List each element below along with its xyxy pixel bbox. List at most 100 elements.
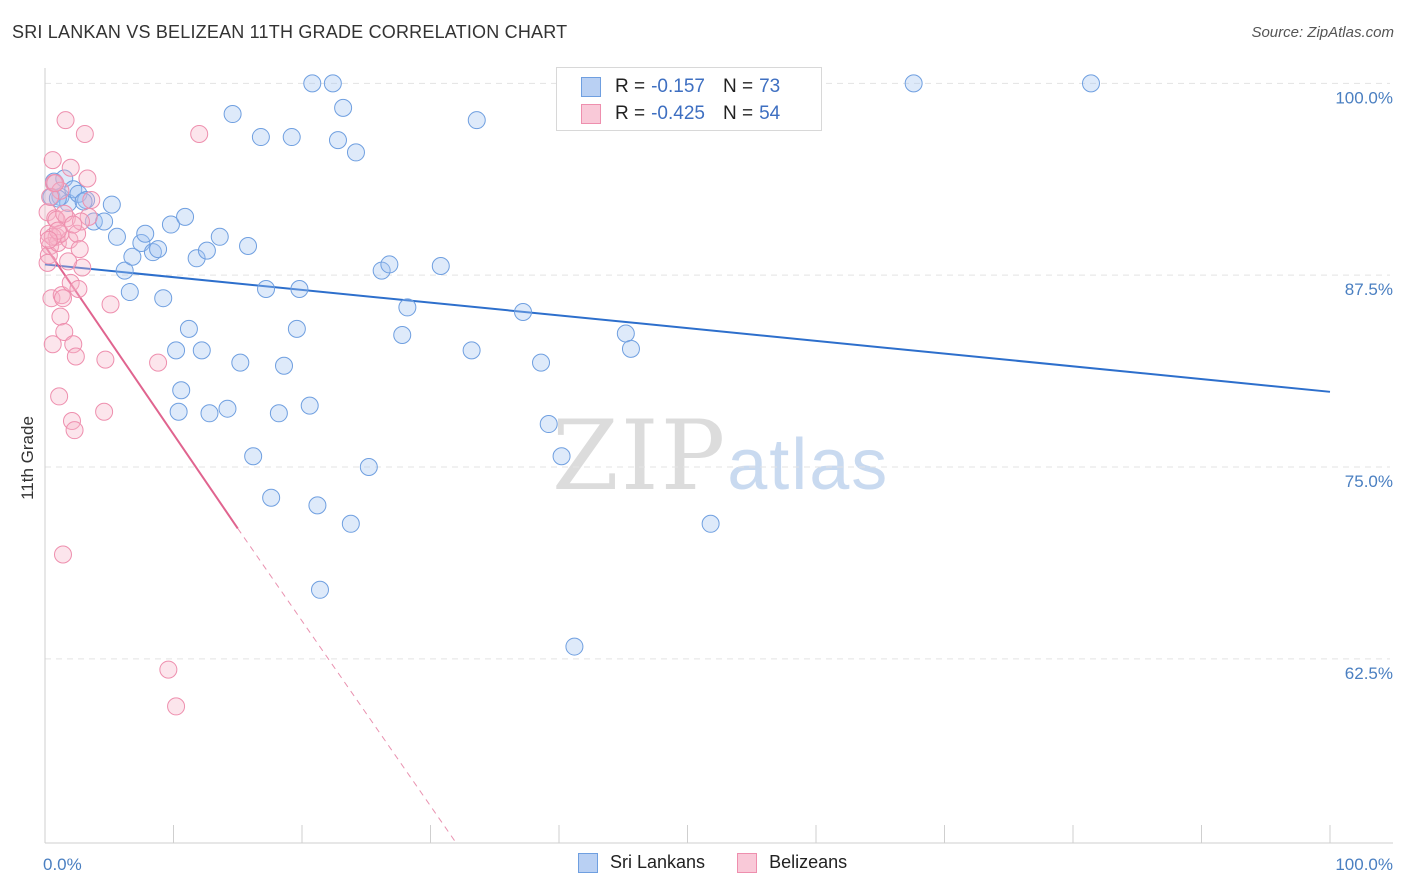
point-sri-lankan	[223, 105, 242, 124]
point-sri-lankan	[287, 319, 306, 338]
point-belizean	[39, 246, 58, 265]
point-sri-lankan	[200, 404, 219, 423]
series-legend: Sri Lankans Belizeans	[578, 852, 879, 873]
point-sri-lankan	[218, 399, 237, 418]
point-belizean	[64, 215, 83, 234]
point-sri-lankan	[262, 488, 281, 507]
point-sri-lankan	[398, 298, 417, 317]
point-belizean	[82, 190, 101, 209]
legend-n-label: N =	[722, 103, 754, 124]
point-belizean	[43, 335, 62, 354]
series-label: Sri Lankans	[610, 852, 706, 872]
point-sri-lankan	[102, 195, 121, 214]
point-belizean	[70, 240, 89, 259]
point-sri-lankan	[210, 227, 229, 246]
point-sri-lankan	[621, 339, 640, 358]
point-sri-lankan	[431, 256, 450, 275]
data-points	[38, 74, 1100, 716]
point-belizean	[69, 279, 88, 298]
point-sri-lankan	[904, 74, 923, 93]
point-sri-lankan	[380, 255, 399, 274]
point-belizean	[75, 124, 94, 143]
point-sri-lankan	[552, 447, 571, 466]
point-belizean	[39, 230, 58, 249]
trend-line-sri-lankans	[44, 263, 1331, 393]
point-sri-lankan	[393, 326, 412, 345]
x-tick-label-max: 100.0%	[1335, 855, 1393, 874]
series-legend-sri-lankans[interactable]: Sri Lankans	[578, 852, 705, 873]
point-belizean	[65, 421, 84, 440]
series-legend-belizeans[interactable]: Belizeans	[737, 852, 847, 873]
point-belizean	[56, 111, 75, 130]
legend-row-belizeans: R = -0.425 N = 54	[581, 101, 780, 127]
point-belizean	[55, 322, 74, 341]
point-sri-lankan	[334, 98, 353, 117]
point-sri-lankan	[300, 396, 319, 415]
y-tick-label: 62.5%	[1345, 664, 1393, 683]
point-sri-lankan	[95, 212, 114, 231]
legend-n-value: 54	[759, 103, 781, 124]
point-belizean	[50, 387, 69, 406]
point-sri-lankan	[239, 237, 258, 256]
point-sri-lankan	[231, 353, 250, 372]
point-belizean	[159, 660, 178, 679]
stats-legend: R = -0.157 N = 73 R = -0.425 N = 54	[556, 67, 822, 131]
point-sri-lankan	[167, 341, 186, 360]
point-sri-lankan	[257, 279, 276, 298]
point-sri-lankan	[149, 240, 168, 259]
point-sri-lankan	[308, 496, 327, 515]
watermark: ZIPatlas	[552, 400, 889, 512]
y-tick-label: 100.0%	[1335, 88, 1393, 107]
point-sri-lankan	[269, 404, 288, 423]
point-sri-lankan	[359, 458, 378, 477]
point-sri-lankan	[290, 279, 309, 298]
point-sri-lankan	[161, 215, 180, 234]
point-sri-lankan	[136, 224, 155, 243]
point-belizean	[52, 286, 71, 305]
point-belizean	[78, 169, 97, 188]
point-sri-lankan	[514, 303, 533, 322]
point-belizean	[190, 124, 209, 143]
point-belizean	[96, 350, 115, 369]
point-sri-lankan	[341, 514, 360, 533]
x-tick-label-min: 0.0%	[43, 855, 82, 874]
point-sri-lankan	[275, 356, 294, 375]
point-sri-lankan	[244, 447, 263, 466]
point-sri-lankan	[143, 243, 162, 262]
legend-r-value: -0.157	[651, 76, 705, 97]
point-sri-lankan	[172, 381, 191, 400]
point-belizean	[53, 289, 72, 308]
point-sri-lankan	[323, 74, 342, 93]
axis-labels: 62.5% 75.0% 87.5% 100.0% 0.0% 100.0% 11th Grad…	[18, 88, 1393, 874]
trend-line-belizeans-extension	[237, 528, 457, 844]
point-sri-lankan	[282, 128, 301, 147]
point-sri-lankan	[123, 247, 142, 266]
point-sri-lankan	[532, 353, 551, 372]
legend-r-value: -0.425	[651, 103, 705, 124]
point-belizean	[43, 151, 62, 170]
source-label: Source: ZipAtlas.com	[1251, 24, 1394, 41]
series-label: Belizeans	[769, 852, 848, 872]
point-sri-lankan	[565, 637, 584, 656]
y-tick-label: 75.0%	[1345, 472, 1393, 491]
point-sri-lankan	[1081, 74, 1100, 93]
point-belizean	[61, 158, 80, 177]
chart-title: SRI LANKAN VS BELIZEAN 11TH GRADE CORREL…	[12, 22, 568, 42]
point-sri-lankan	[346, 143, 365, 162]
legend-r-label: R =	[615, 76, 646, 97]
point-sri-lankan	[539, 415, 558, 434]
legend-n-label: N =	[722, 76, 754, 97]
series-swatch-pink	[737, 852, 758, 873]
point-sri-lankan	[169, 402, 188, 421]
point-belizean	[149, 353, 168, 372]
point-belizean	[167, 697, 186, 716]
point-sri-lankan	[251, 128, 270, 147]
point-sri-lankan	[467, 111, 486, 130]
point-belizean	[59, 252, 78, 271]
point-sri-lankan	[462, 341, 481, 360]
y-axis-title: 11th Grade	[18, 416, 37, 500]
legend-n-value: 73	[759, 76, 781, 97]
point-sri-lankan	[187, 249, 206, 268]
point-belizean	[46, 174, 65, 193]
